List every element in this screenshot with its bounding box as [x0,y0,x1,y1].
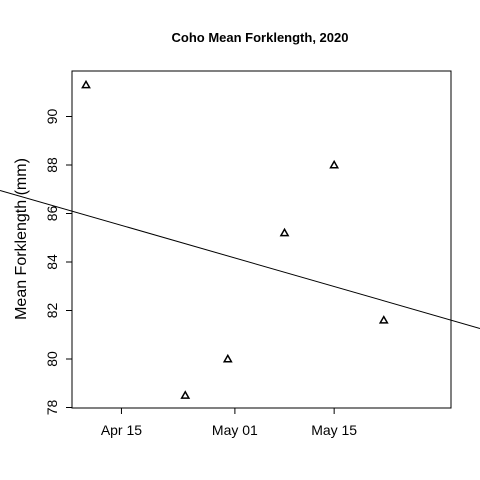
x-axis: Apr 15 May 01 May 15 [101,408,357,438]
plot-frame [71,70,452,409]
data-point [180,390,191,399]
data-point [329,159,340,169]
data-point [279,227,290,237]
y-tick-label: 84 [44,254,60,270]
data-points [81,79,389,399]
data-point [81,79,91,89]
y-axis: 78 80 82 84 86 88 90 [44,109,72,416]
data-point [378,315,389,324]
x-tick-label: May 01 [212,422,258,438]
x-tick-label: May 15 [311,422,357,438]
trend-line [0,189,480,329]
y-tick-label: 90 [44,109,60,125]
trend-line-group [0,189,480,329]
y-tick-label: 82 [44,303,60,319]
y-tick-label: 88 [44,157,60,173]
y-tick-label: 86 [44,206,60,222]
data-point [222,353,233,363]
y-axis-label: Mean Forklength (mm) [13,158,30,320]
x-tick-label: Apr 15 [101,422,142,438]
y-tick-label: 80 [44,351,60,367]
y-tick-label: 78 [44,400,60,416]
chart-title: Coho Mean Forklength, 2020 [172,30,349,45]
